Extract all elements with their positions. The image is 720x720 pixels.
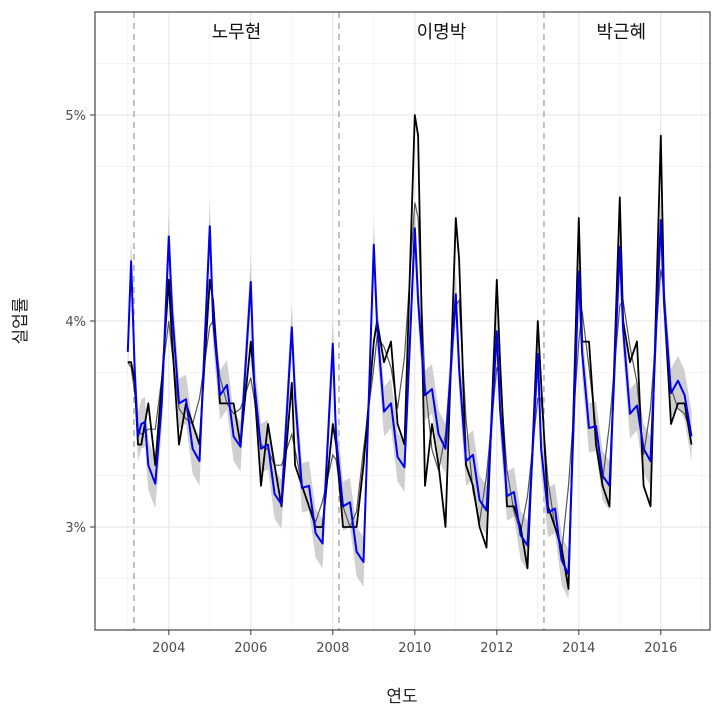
series-lines bbox=[126, 114, 693, 590]
x-tick-label: 2006 bbox=[234, 641, 267, 656]
era-labels: 노무현 이명박 박근혜 bbox=[212, 22, 646, 43]
y-axis-title: 실업률 bbox=[11, 298, 31, 345]
y-tick-label: 4% bbox=[65, 315, 86, 330]
x-tick-label: 2010 bbox=[398, 641, 431, 656]
era-label: 박근혜 bbox=[596, 22, 646, 43]
y-tick-label: 5% bbox=[65, 109, 86, 124]
x-tick-label: 2004 bbox=[152, 641, 185, 656]
x-axis-title: 연도 bbox=[386, 687, 417, 707]
x-tick-label: 2016 bbox=[644, 641, 677, 656]
fitted-series-line bbox=[126, 219, 693, 576]
x-tick-label: 2008 bbox=[316, 641, 349, 656]
x-axis-ticks: 2004 2006 2008 2010 2012 2014 2016 bbox=[152, 630, 677, 656]
x-tick-label: 2014 bbox=[562, 641, 595, 656]
y-axis-ticks: 3% 4% 5% bbox=[65, 109, 95, 536]
y-tick-label: 3% bbox=[65, 521, 86, 536]
era-label: 이명박 bbox=[417, 22, 467, 43]
x-tick-label: 2012 bbox=[480, 641, 513, 656]
era-label: 노무현 bbox=[212, 22, 262, 43]
